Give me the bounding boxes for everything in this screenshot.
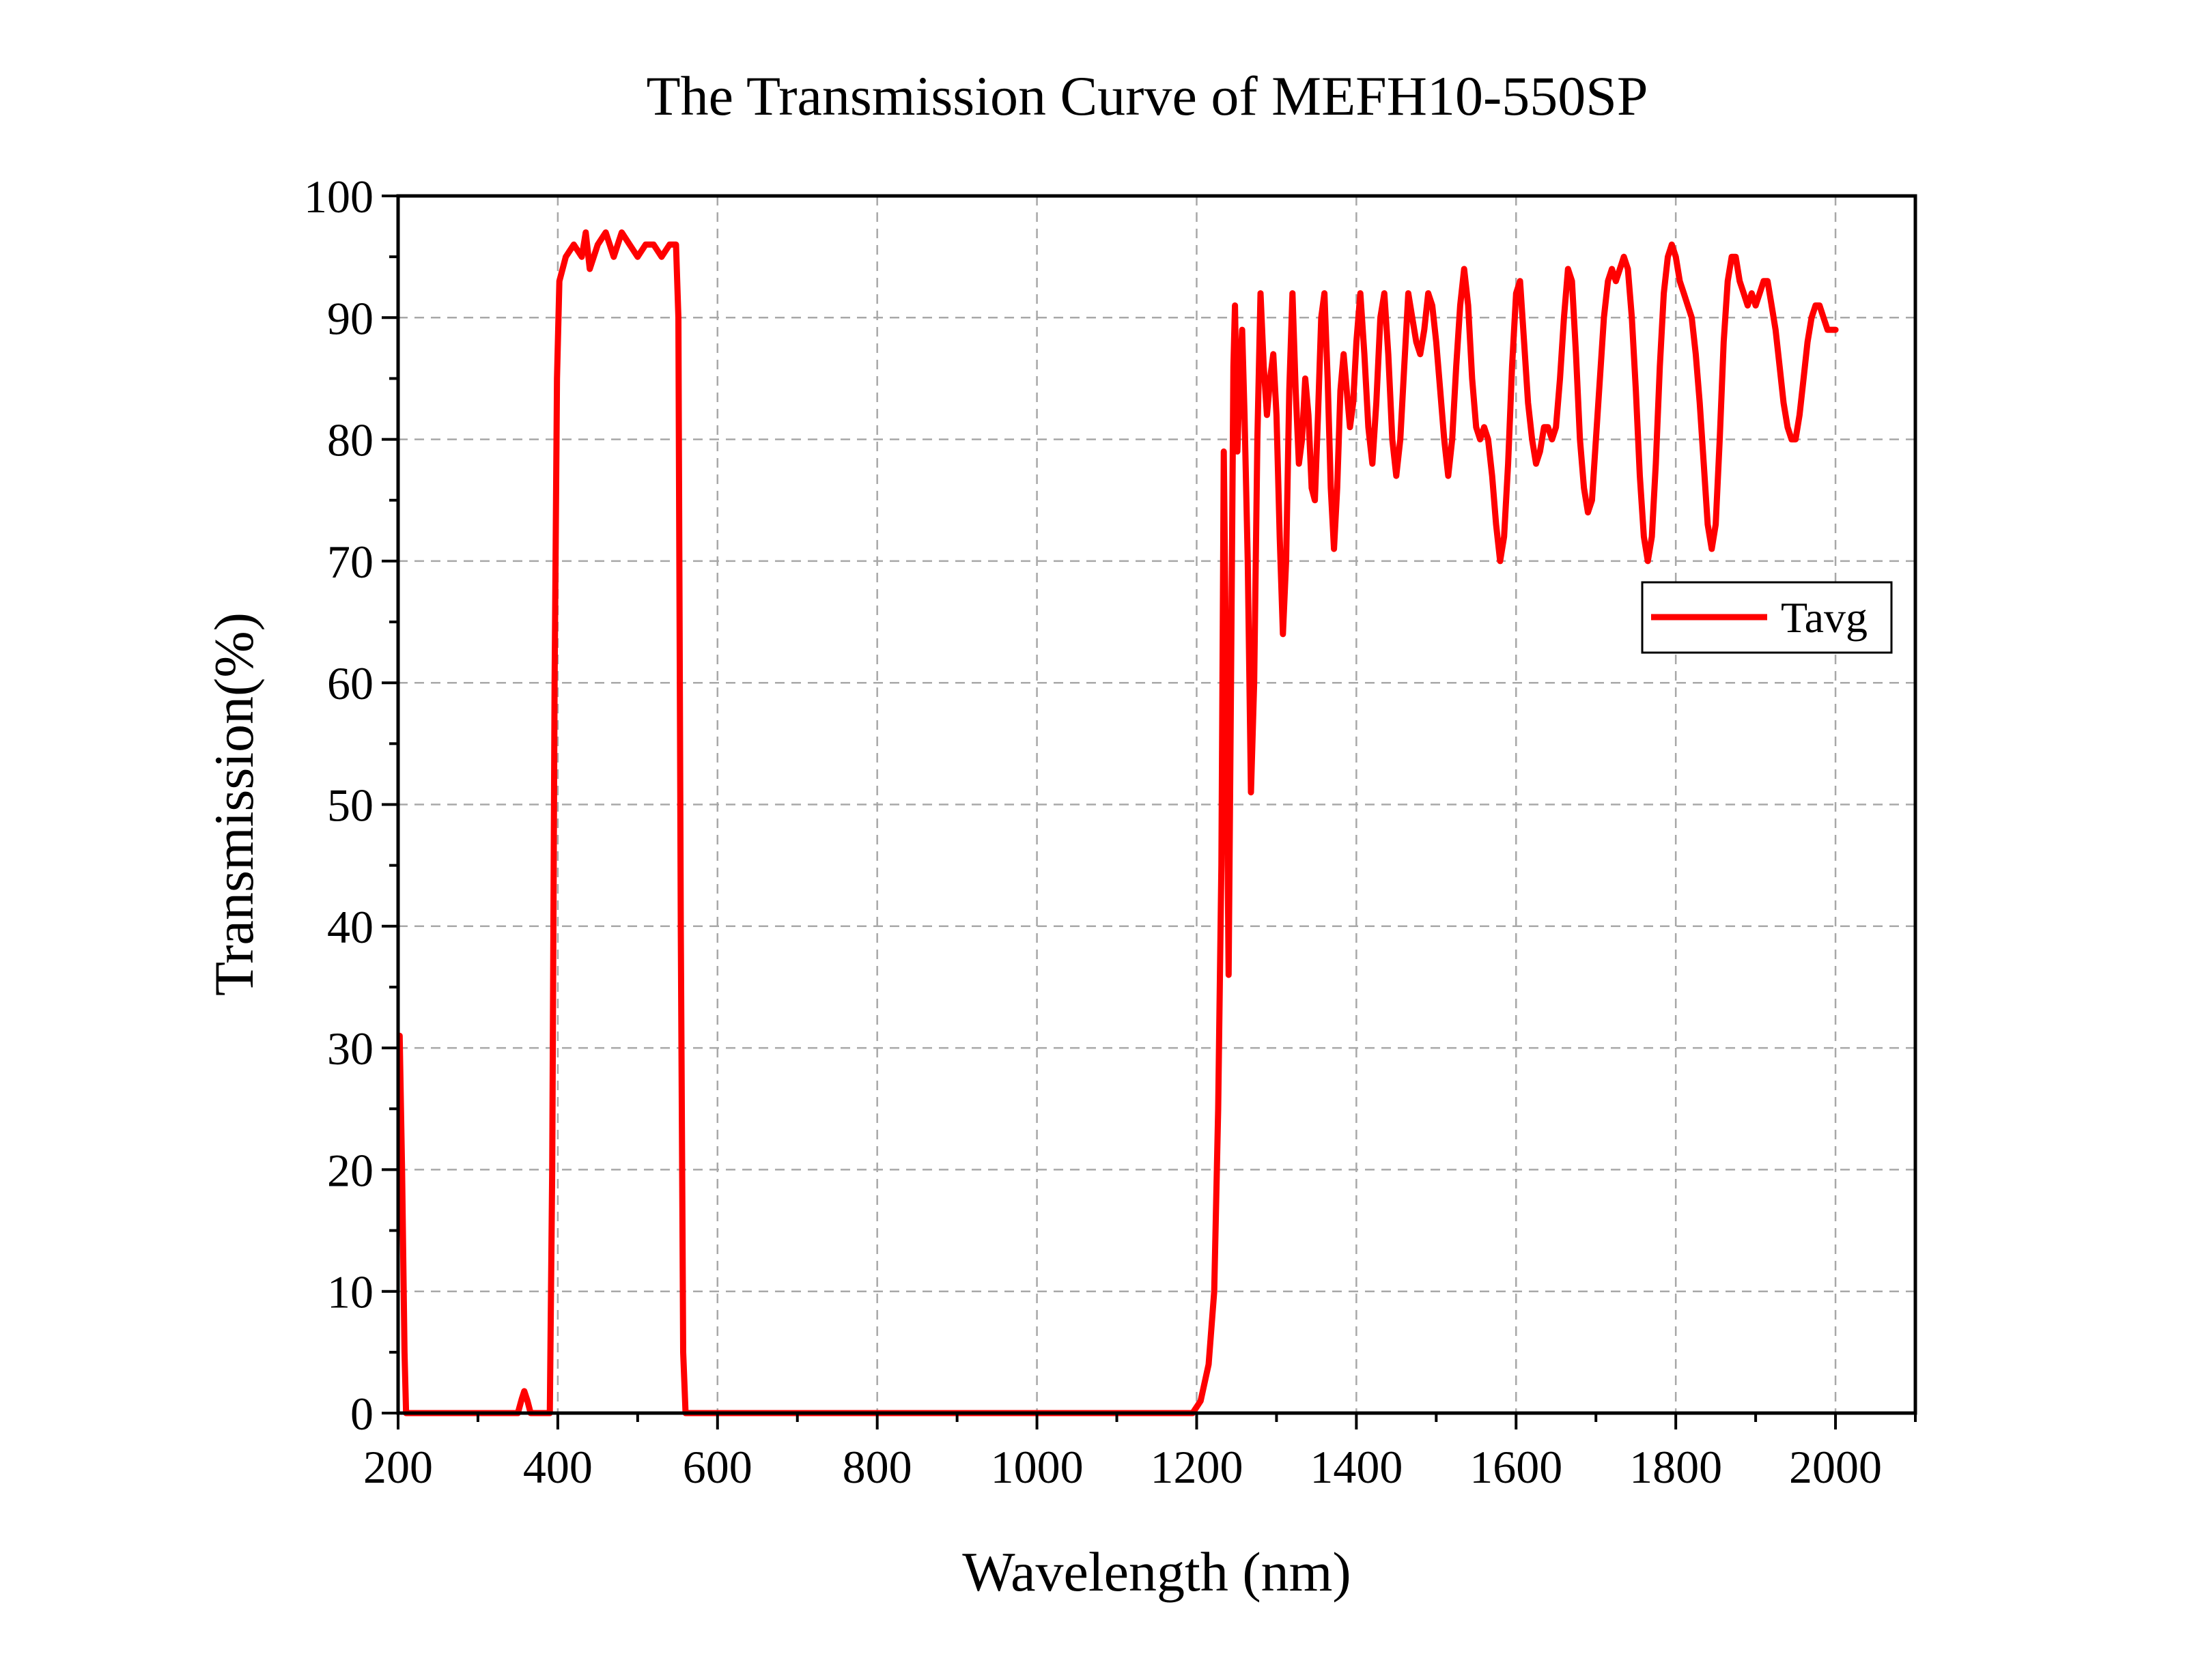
y-tick-label: 90: [327, 292, 374, 344]
x-tick-label: 1000: [991, 1441, 1084, 1493]
x-tick-label: 1200: [1150, 1441, 1243, 1493]
legend-label-tavg: Tavg: [1781, 593, 1868, 642]
y-tick-label: 10: [327, 1266, 374, 1318]
legend: Tavg: [1641, 581, 1893, 654]
x-tick-label: 800: [843, 1441, 912, 1493]
x-tick-label: 1600: [1469, 1441, 1562, 1493]
x-tick-label: 1800: [1629, 1441, 1722, 1493]
y-tick-label: 100: [304, 171, 374, 223]
y-tick-label: 30: [327, 1023, 374, 1074]
y-tick-label: 20: [327, 1144, 374, 1196]
chart-title: The Transmission Curve of MEFH10-550SP: [646, 65, 1648, 127]
series-line-tavg: [396, 229, 1839, 1416]
axis-ticks: 200 400 600 800 1000 1200 1400 1600 1800 2000 0 10 2…: [304, 171, 1917, 1493]
plot-area: [396, 229, 1839, 1416]
y-axis-title: Transmission(%): [203, 612, 265, 996]
y-tick-label: 80: [327, 414, 374, 466]
x-tick-label: 400: [523, 1441, 593, 1493]
x-tick-label: 200: [363, 1441, 433, 1493]
y-tick-label: 40: [327, 901, 374, 953]
y-tick-label: 60: [327, 657, 374, 709]
y-tick-label: 50: [327, 780, 374, 831]
grid-lines: [398, 196, 1915, 1413]
y-tick-label: 0: [350, 1388, 374, 1440]
x-axis-title: Wavelength (nm): [962, 1541, 1351, 1603]
x-tick-label: 2000: [1789, 1441, 1882, 1493]
x-tick-label: 600: [683, 1441, 752, 1493]
x-tick-label: 1400: [1310, 1441, 1403, 1493]
y-tick-label: 70: [327, 536, 374, 588]
